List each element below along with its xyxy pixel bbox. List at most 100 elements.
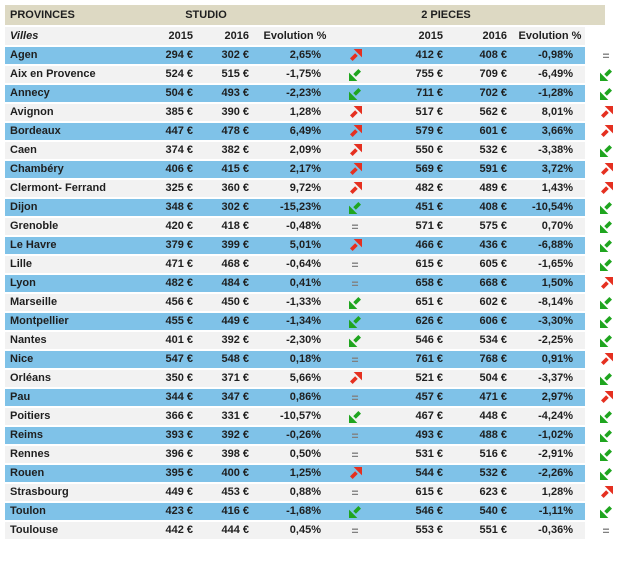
studio-trend-cell[interactable] <box>333 294 377 311</box>
studio-2016-cell[interactable]: 453 € <box>201 484 257 501</box>
studio-2015-cell[interactable]: 366 € <box>155 408 201 425</box>
pieces-trend-cell[interactable] <box>585 332 627 349</box>
studio-2016-cell[interactable]: 347 € <box>201 389 257 406</box>
city-cell[interactable]: Lyon <box>5 275 155 292</box>
table-row[interactable]: Avignon 385 €390 €1,28% 517 €562 €8,01% <box>5 104 627 123</box>
studio-2015-cell[interactable]: 379 € <box>155 237 201 254</box>
pieces-2015-cell[interactable]: 467 € <box>377 408 451 425</box>
city-cell[interactable]: Rennes <box>5 446 155 463</box>
pieces-2016-cell[interactable]: 606 € <box>451 313 515 330</box>
table-row[interactable]: Orléans 350 €371 €5,66% 521 €504 € -3,37% <box>5 370 627 389</box>
city-cell[interactable]: Marseille <box>5 294 155 311</box>
studio-evolution-cell[interactable]: 0,45% <box>257 522 333 539</box>
pieces-evolution-cell[interactable]: -0,36% <box>515 522 585 539</box>
studio-2015-cell[interactable]: 350 € <box>155 370 201 387</box>
pieces-2016-cell[interactable]: 591 € <box>451 161 515 178</box>
pieces-trend-cell[interactable] <box>585 85 627 102</box>
studio-2016-cell[interactable]: 390 € <box>201 104 257 121</box>
pieces-evolution-cell[interactable]: 2,97% <box>515 389 585 406</box>
studio-2016-cell[interactable]: 392 € <box>201 332 257 349</box>
studio-2016-cell[interactable]: 449 € <box>201 313 257 330</box>
studio-2015-cell[interactable]: 471 € <box>155 256 201 273</box>
city-cell[interactable]: Montpellier <box>5 313 155 330</box>
pieces-2016-cell[interactable]: 768 € <box>451 351 515 368</box>
studio-evolution-cell[interactable]: 0,18% <box>257 351 333 368</box>
city-cell[interactable]: Annecy <box>5 85 155 102</box>
pieces-2016-cell[interactable]: 532 € <box>451 142 515 159</box>
studio-2015-cell[interactable]: 482 € <box>155 275 201 292</box>
table-row[interactable]: Aix en Provence 524 €515 € -1,75% 755 €709 … <box>5 66 627 85</box>
pieces-2015-cell[interactable]: 651 € <box>377 294 451 311</box>
studio-evolution-cell[interactable]: -0,48% <box>257 218 333 235</box>
table-row[interactable]: Caen 374 €382 €2,09% 550 €532 € -3,38% <box>5 142 627 161</box>
pieces-2015-cell[interactable]: 711 € <box>377 85 451 102</box>
pieces-trend-cell[interactable] <box>585 484 627 501</box>
pieces-trend-cell[interactable] <box>585 275 627 292</box>
studio-2015-cell[interactable]: 294 € <box>155 47 201 64</box>
pieces-trend-cell[interactable] <box>585 199 627 216</box>
pieces-trend-cell[interactable] <box>585 351 627 368</box>
studio-trend-cell[interactable]: = <box>333 351 377 368</box>
pieces-2015-cell[interactable]: 466 € <box>377 237 451 254</box>
studio-2016-cell[interactable]: 515 € <box>201 66 257 83</box>
pieces-evolution-cell[interactable]: -2,26% <box>515 465 585 482</box>
pieces-2015-cell[interactable]: 615 € <box>377 256 451 273</box>
pieces-evolution-cell[interactable]: 3,72% <box>515 161 585 178</box>
table-row[interactable]: Montpellier 455 €449 € -1,34% 626 €606 € -3,… <box>5 313 627 332</box>
pieces-evolution-cell[interactable]: 3,66% <box>515 123 585 140</box>
pieces-trend-cell[interactable] <box>585 180 627 197</box>
pieces-2016-cell[interactable]: 702 € <box>451 85 515 102</box>
pieces-evolution-cell[interactable]: -10,54% <box>515 199 585 216</box>
studio-trend-cell[interactable]: = <box>333 446 377 463</box>
studio-2015-cell[interactable]: 524 € <box>155 66 201 83</box>
studio-trend-cell[interactable]: = <box>333 522 377 539</box>
pieces-2016-cell[interactable]: 623 € <box>451 484 515 501</box>
studio-2016-cell[interactable]: 468 € <box>201 256 257 273</box>
table-row[interactable]: Chambéry 406 €415 €2,17% 569 €591 €3,72% <box>5 161 627 180</box>
city-cell[interactable]: Avignon <box>5 104 155 121</box>
studio-2016-cell[interactable]: 450 € <box>201 294 257 311</box>
studio-trend-cell[interactable] <box>333 66 377 83</box>
studio-trend-cell[interactable]: = <box>333 427 377 444</box>
pieces-2015-cell[interactable]: 579 € <box>377 123 451 140</box>
studio-2016-cell[interactable]: 416 € <box>201 503 257 520</box>
city-cell[interactable]: Strasbourg <box>5 484 155 501</box>
studio-2015-cell[interactable]: 344 € <box>155 389 201 406</box>
studio-evolution-cell[interactable]: 5,66% <box>257 370 333 387</box>
studio-evolution-cell[interactable]: 1,25% <box>257 465 333 482</box>
pieces-trend-cell[interactable] <box>585 313 627 330</box>
studio-2016-cell[interactable]: 392 € <box>201 427 257 444</box>
city-cell[interactable]: Bordeaux <box>5 123 155 140</box>
city-cell[interactable]: Caen <box>5 142 155 159</box>
pieces-2016-cell[interactable]: 436 € <box>451 237 515 254</box>
studio-trend-cell[interactable] <box>333 370 377 387</box>
pieces-trend-cell[interactable] <box>585 465 627 482</box>
pieces-evolution-cell[interactable]: -2,91% <box>515 446 585 463</box>
pieces-trend-cell[interactable]: = <box>585 522 627 539</box>
table-row[interactable]: Nice 547 €548 €0,18% = 761 €768 €0,91% <box>5 351 627 370</box>
pieces-2016-cell[interactable]: 448 € <box>451 408 515 425</box>
studio-2015-column-header[interactable]: 2015 <box>155 27 201 45</box>
studio-2015-cell[interactable]: 449 € <box>155 484 201 501</box>
studio-2015-cell[interactable]: 547 € <box>155 351 201 368</box>
studio-2015-cell[interactable]: 420 € <box>155 218 201 235</box>
table-row[interactable]: Strasbourg 449 €453 €0,88% = 615 €623 €1,28… <box>5 484 627 503</box>
pieces-2016-cell[interactable]: 516 € <box>451 446 515 463</box>
pieces-2016-column-header[interactable]: 2016 <box>451 27 515 45</box>
pieces-2015-column-header[interactable]: 2015 <box>377 27 451 45</box>
pieces-2015-cell[interactable]: 615 € <box>377 484 451 501</box>
city-cell[interactable]: Orléans <box>5 370 155 387</box>
studio-trend-cell[interactable]: = <box>333 256 377 273</box>
pieces-evolution-cell[interactable]: -2,25% <box>515 332 585 349</box>
city-cell[interactable]: Chambéry <box>5 161 155 178</box>
studio-2015-cell[interactable]: 447 € <box>155 123 201 140</box>
studio-2015-cell[interactable]: 393 € <box>155 427 201 444</box>
table-row[interactable]: Toulouse 442 €444 €0,45% = 553 €551 € -0,36%… <box>5 522 627 541</box>
villes-column-header[interactable]: Villes <box>5 27 155 45</box>
pieces-trend-cell[interactable] <box>585 66 627 83</box>
table-row[interactable]: Nantes 401 €392 € -2,30% 546 €534 € -2,25% <box>5 332 627 351</box>
studio-2015-cell[interactable]: 374 € <box>155 142 201 159</box>
pieces-evolution-cell[interactable]: -8,14% <box>515 294 585 311</box>
table-row[interactable]: Pau 344 €347 €0,86% = 457 €471 €2,97% <box>5 389 627 408</box>
pieces-2016-cell[interactable]: 575 € <box>451 218 515 235</box>
